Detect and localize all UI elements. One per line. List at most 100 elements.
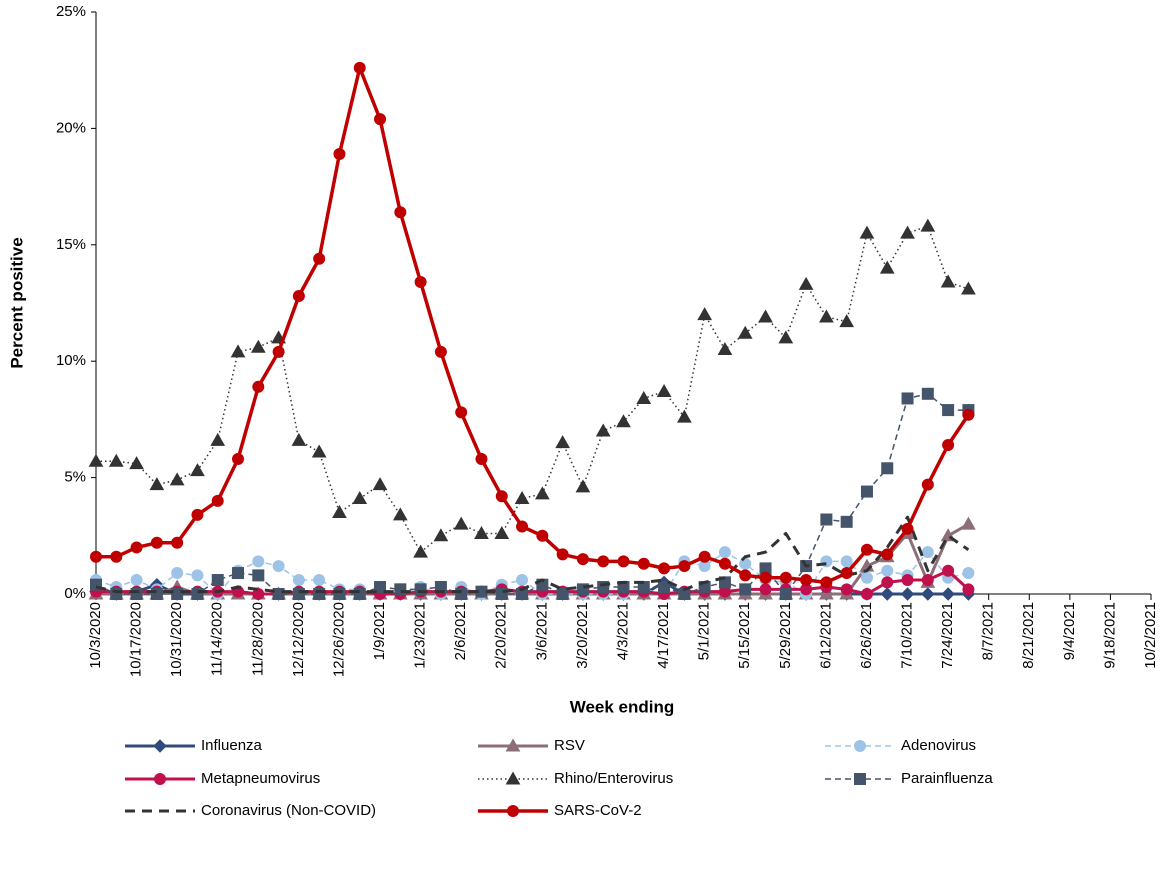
data-point [149, 477, 165, 491]
data-point [840, 567, 853, 580]
data-point [252, 588, 265, 600]
legend-marker [505, 771, 521, 785]
data-point [250, 339, 266, 353]
data-point [413, 544, 428, 558]
series-line [96, 569, 970, 596]
data-point [455, 588, 468, 600]
data-point [860, 543, 873, 556]
data-point [798, 276, 814, 290]
legend-label: Metapneumovirus [201, 770, 320, 787]
data-point [779, 571, 792, 584]
data-point [150, 588, 163, 600]
data-point [840, 583, 853, 596]
legend-marker [154, 773, 166, 785]
data-point [333, 588, 346, 600]
data-point [495, 490, 508, 503]
data-point [292, 574, 305, 587]
data-point [962, 408, 975, 421]
data-point [455, 406, 468, 419]
data-point [718, 557, 731, 570]
x-tick-label: 11/14/2020 [209, 602, 226, 676]
data-point [678, 560, 691, 573]
x-tick-label: 10/3/2020 [87, 602, 104, 669]
y-tick-label: 0% [64, 585, 86, 602]
data-point [372, 477, 388, 491]
data-point [311, 444, 327, 458]
data-point [921, 478, 934, 491]
data-point [759, 571, 772, 584]
data-point [962, 567, 975, 580]
data-point [110, 550, 123, 563]
data-point [171, 536, 184, 549]
data-point [900, 587, 915, 601]
data-point [292, 290, 305, 303]
data-point [941, 587, 955, 601]
data-point [434, 345, 447, 358]
x-tick-label: 10/2/2021 [1142, 602, 1159, 669]
x-tick-label: 4/3/2021 [614, 602, 631, 660]
data-point [921, 387, 934, 400]
data-point [90, 550, 102, 563]
y-tick-label: 20% [56, 119, 86, 136]
y-tick-label: 5% [64, 469, 86, 486]
data-point [232, 567, 245, 580]
data-point [819, 309, 834, 323]
data-point [475, 452, 488, 465]
data-point [921, 574, 934, 587]
data-point [819, 586, 834, 600]
data-point [778, 330, 794, 344]
data-point [597, 555, 610, 568]
data-point [333, 148, 346, 161]
data-point [636, 390, 652, 404]
data-point [820, 576, 833, 589]
x-tick-label: 2/20/2021 [493, 602, 510, 669]
data-point [961, 516, 976, 530]
x-tick-label: 9/18/2021 [1101, 602, 1118, 669]
data-point [881, 548, 894, 561]
data-point [840, 555, 853, 568]
x-tick-label: 5/15/2021 [736, 602, 753, 669]
x-tick-label: 8/21/2021 [1020, 602, 1037, 669]
x-tick-label: 6/26/2021 [858, 602, 875, 669]
data-point [658, 581, 671, 594]
data-point [414, 276, 427, 289]
data-point [616, 414, 631, 428]
data-point [800, 574, 813, 587]
legend-label: RSV [554, 737, 585, 754]
data-point [921, 546, 934, 559]
x-tick-label: 5/1/2021 [696, 602, 713, 660]
data-point [171, 567, 184, 580]
data-point [495, 588, 508, 600]
x-tick-label: 7/10/2021 [899, 602, 916, 669]
data-point [272, 588, 285, 600]
y-tick-label: 10% [56, 352, 86, 369]
data-point [210, 432, 226, 446]
data-point [739, 569, 752, 582]
data-point [921, 587, 935, 601]
data-point [171, 588, 184, 600]
legend-label: Parainfluenza [901, 770, 993, 787]
data-point [110, 588, 123, 600]
x-tick-label: 6/12/2021 [817, 602, 834, 669]
data-point [516, 574, 529, 587]
data-point [191, 588, 204, 600]
data-point [901, 522, 914, 535]
data-point [129, 456, 144, 470]
data-point [272, 560, 285, 573]
data-point [576, 553, 589, 566]
data-point [576, 583, 589, 596]
data-point [232, 452, 245, 465]
data-point [433, 528, 449, 542]
data-point [394, 206, 407, 219]
data-point [759, 583, 772, 596]
data-point [252, 569, 265, 582]
data-point [252, 555, 265, 568]
x-tick-label: 8/7/2021 [980, 602, 997, 660]
data-point [881, 564, 894, 577]
legend-marker [153, 739, 167, 753]
data-point [718, 576, 731, 589]
data-point [879, 260, 895, 274]
data-point [494, 525, 510, 539]
data-point [130, 574, 143, 587]
